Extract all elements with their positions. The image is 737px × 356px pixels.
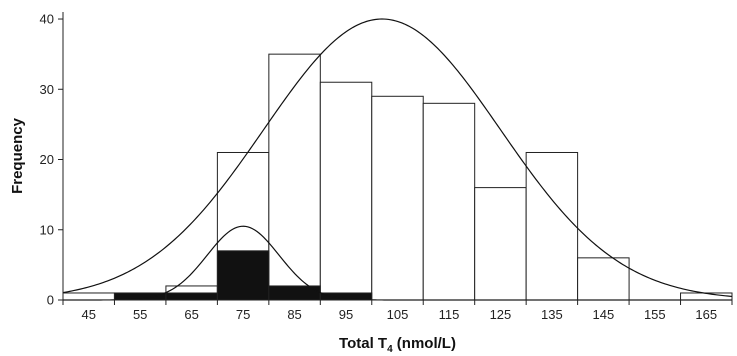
x-tick-label-125: 125 bbox=[490, 307, 512, 322]
x-axis-title-main: Total T bbox=[339, 335, 387, 352]
y-tick-label-0: 0 bbox=[47, 293, 54, 308]
x-tick-label-45: 45 bbox=[81, 307, 95, 322]
y-axis-title: Frequency bbox=[9, 117, 26, 194]
axes bbox=[62, 12, 732, 301]
y-tick-label-40: 40 bbox=[40, 12, 54, 27]
bar-total-145 bbox=[577, 257, 630, 301]
y-tick-label-20: 20 bbox=[40, 152, 54, 167]
x-tick-label-55: 55 bbox=[133, 307, 147, 322]
bar-total-45 bbox=[62, 292, 115, 301]
bar-total-135 bbox=[525, 151, 579, 301]
bar-subgroup-75 bbox=[216, 250, 270, 301]
x-ticks: 45 55 65 75 85 95 105 115 125 135 145 155 165 bbox=[62, 300, 733, 322]
bar-total-105 bbox=[371, 95, 424, 301]
y-ticks: 0 10 20 30 40 bbox=[40, 12, 63, 308]
x-tick-label-155: 155 bbox=[644, 307, 666, 322]
bar-total-115 bbox=[422, 102, 476, 301]
x-axis-title-unit: (nmol/L) bbox=[393, 335, 456, 352]
x-tick-label-105: 105 bbox=[387, 307, 409, 322]
normal-curve-1 bbox=[62, 18, 733, 298]
x-tick-label-65: 65 bbox=[184, 307, 198, 322]
bar-total-125 bbox=[474, 187, 527, 301]
x-axis-title-subscript: 4 bbox=[387, 344, 393, 355]
x-tick-label-145: 145 bbox=[592, 307, 614, 322]
bar-subgroup-65 bbox=[165, 292, 218, 301]
x-tick-label-165: 165 bbox=[695, 307, 717, 322]
bar-total-165 bbox=[680, 292, 733, 301]
x-tick-label-75: 75 bbox=[236, 307, 250, 322]
x-tick-label-115: 115 bbox=[439, 307, 460, 322]
x-tick-label-85: 85 bbox=[287, 307, 301, 322]
x-axis-title: Total T4 (nmol/L) bbox=[339, 335, 456, 355]
y-tick-label-30: 30 bbox=[40, 82, 54, 97]
x-tick-label-135: 135 bbox=[541, 307, 563, 322]
bars bbox=[62, 53, 733, 301]
y-tick-label-10: 10 bbox=[40, 222, 54, 237]
bar-total-85 bbox=[268, 53, 321, 301]
bar-total-95 bbox=[319, 81, 373, 301]
x-tick-label-95: 95 bbox=[339, 307, 353, 322]
